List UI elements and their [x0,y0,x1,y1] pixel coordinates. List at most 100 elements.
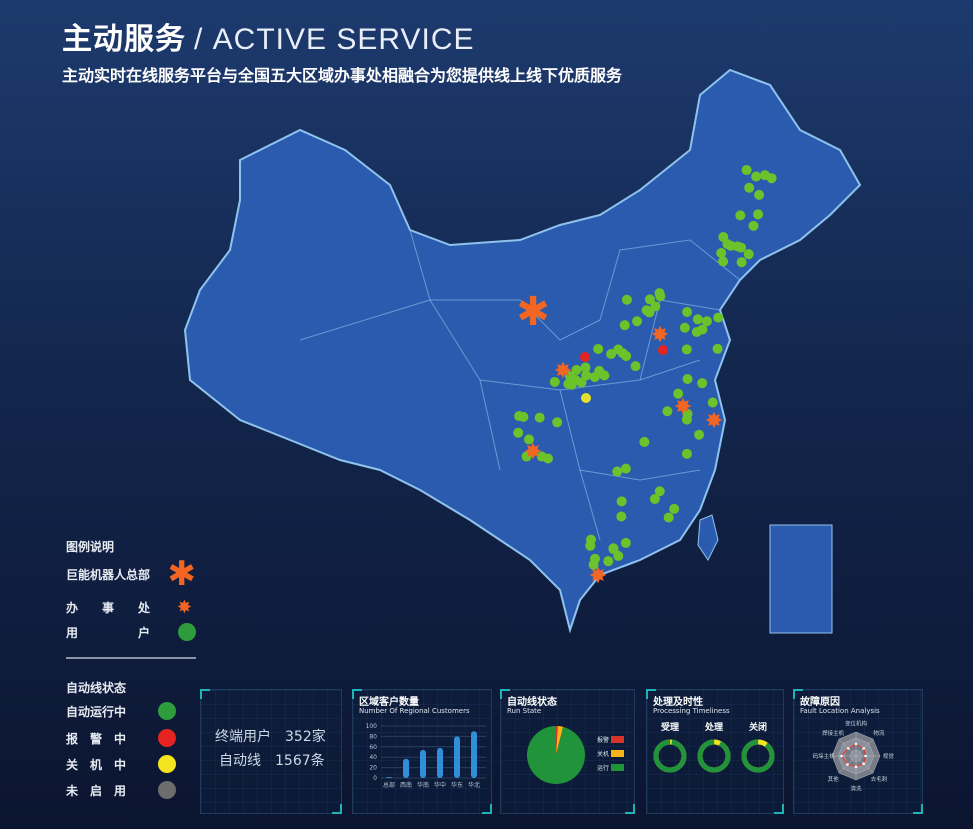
regional-subtitle: Number Of Regional Customers [359,707,470,715]
title-cn: 主动服务 [62,22,186,57]
fault-panel: 故障原因 Fault Location Analysis 变位机构 物流 视觉 去毛刺… [793,689,923,814]
user-marker [536,451,547,462]
asterisk-icon: ✱ [167,554,197,594]
status-alarm-label: 报 警 中 [66,731,127,746]
gray-dot-icon [158,781,176,799]
donut-label: 处理 [704,721,723,733]
province-border [579,469,601,541]
user-marker [707,397,718,408]
user-marker [744,182,755,193]
user-marker [692,314,703,325]
user-marker [736,257,747,268]
office-marker: ✸ [674,395,692,420]
status-running-label: 自动运行中 [66,704,127,719]
legend-office: 办 事 处 ✸ [66,597,196,618]
user-marker [650,301,661,312]
user-marker [580,362,591,373]
user-marker [751,171,762,182]
user-marker [679,322,690,333]
radar-point [862,762,865,765]
user-marker [663,512,674,523]
user-marker [619,320,630,331]
x-tick-label: 西南 [400,781,412,789]
office-marker: ✸ [589,564,607,589]
legend-hq: 巨能机器人总部 ✱ [66,554,197,594]
user-marker [669,503,680,514]
status-off: 关 机 中 [66,755,176,773]
radar-point [862,747,865,750]
pie-legend-swatch [611,750,624,757]
user-marker [722,239,733,250]
radar-label: 码垛主机 [813,752,836,760]
radar-point [847,747,850,750]
timeliness-panel: 处理及时性 Processing Timeliness 受理 处理 关闭 [646,689,784,814]
user-marker [673,388,684,399]
donut-value [741,739,775,773]
user-marker [655,291,666,302]
summary-panel: 终端用户 352家 自动线 1567条 [200,689,342,814]
x-tick-label: 总部 [383,781,395,789]
user-marker [590,553,601,564]
user-marker [620,463,631,474]
user-marker [701,316,712,327]
legend-divider [66,657,196,659]
donut-charts: 受理 处理 关闭 [653,721,775,773]
status-unused: 未 启 用 [66,781,176,799]
office-marker: ✸ [524,440,542,465]
fault-subtitle: Fault Location Analysis [800,707,880,715]
x-tick-label: 华南 [417,781,429,789]
donut-label: 受理 [661,721,679,733]
off-marker [581,393,591,403]
office-marker: ✸ [705,409,723,434]
office-marker: ✸ [651,323,669,348]
star-burst-icon: ✸ [176,597,192,618]
user-marker [654,486,665,497]
radar-label: 清洗 [850,784,862,792]
user-marker [694,429,705,440]
user-marker [718,256,729,267]
timeliness-subtitle: Processing Timeliness [653,707,730,715]
user-marker [571,364,582,375]
user-marker [639,436,650,447]
user-marker [616,511,627,522]
legend-office-label: 办 事 处 [66,601,151,615]
user-marker [612,466,623,477]
legend-user: 用 户 [66,623,196,641]
pie-slice [556,726,564,755]
user-marker [691,327,702,338]
bar-chart: 0 20 40 60 80 100 总部 西南 华南 华中 华东 华北 [366,723,486,789]
user-marker [521,451,532,462]
y-tick-label: 100 [366,723,378,730]
pie-slice [527,726,585,784]
user-marker [644,294,655,305]
user-marker [736,242,747,253]
south-sea-inset [769,524,833,634]
red-dot-icon [158,729,176,747]
green-dot-icon [158,702,176,720]
status-off-label: 关 机 中 [66,757,127,772]
user-marker [743,249,754,260]
radar-point [846,763,849,766]
radar-label: 视觉 [883,752,895,760]
y-tick-label: 20 [369,765,377,772]
terminal-value: 352家 [285,729,326,745]
province-border [299,299,431,341]
legend-user-label: 用 户 [66,625,151,640]
user-marker [603,556,614,567]
title-en: / ACTIVE SERVICE [194,23,475,56]
user-marker [712,343,723,354]
page-title: 主动服务 / ACTIVE SERVICE [62,14,475,58]
user-marker [682,307,693,318]
china-outline [183,68,862,634]
user-marker [514,411,525,422]
user-marker [681,448,692,459]
radar-label: 变位机构 [845,720,868,728]
user-marker [621,351,632,362]
user-marker [716,248,727,259]
user-marker [681,344,692,355]
user-marker [581,370,592,381]
user-marker [620,537,631,548]
run-state-title: 自动线状态 [507,697,557,708]
radar-label: 其他 [828,775,840,783]
